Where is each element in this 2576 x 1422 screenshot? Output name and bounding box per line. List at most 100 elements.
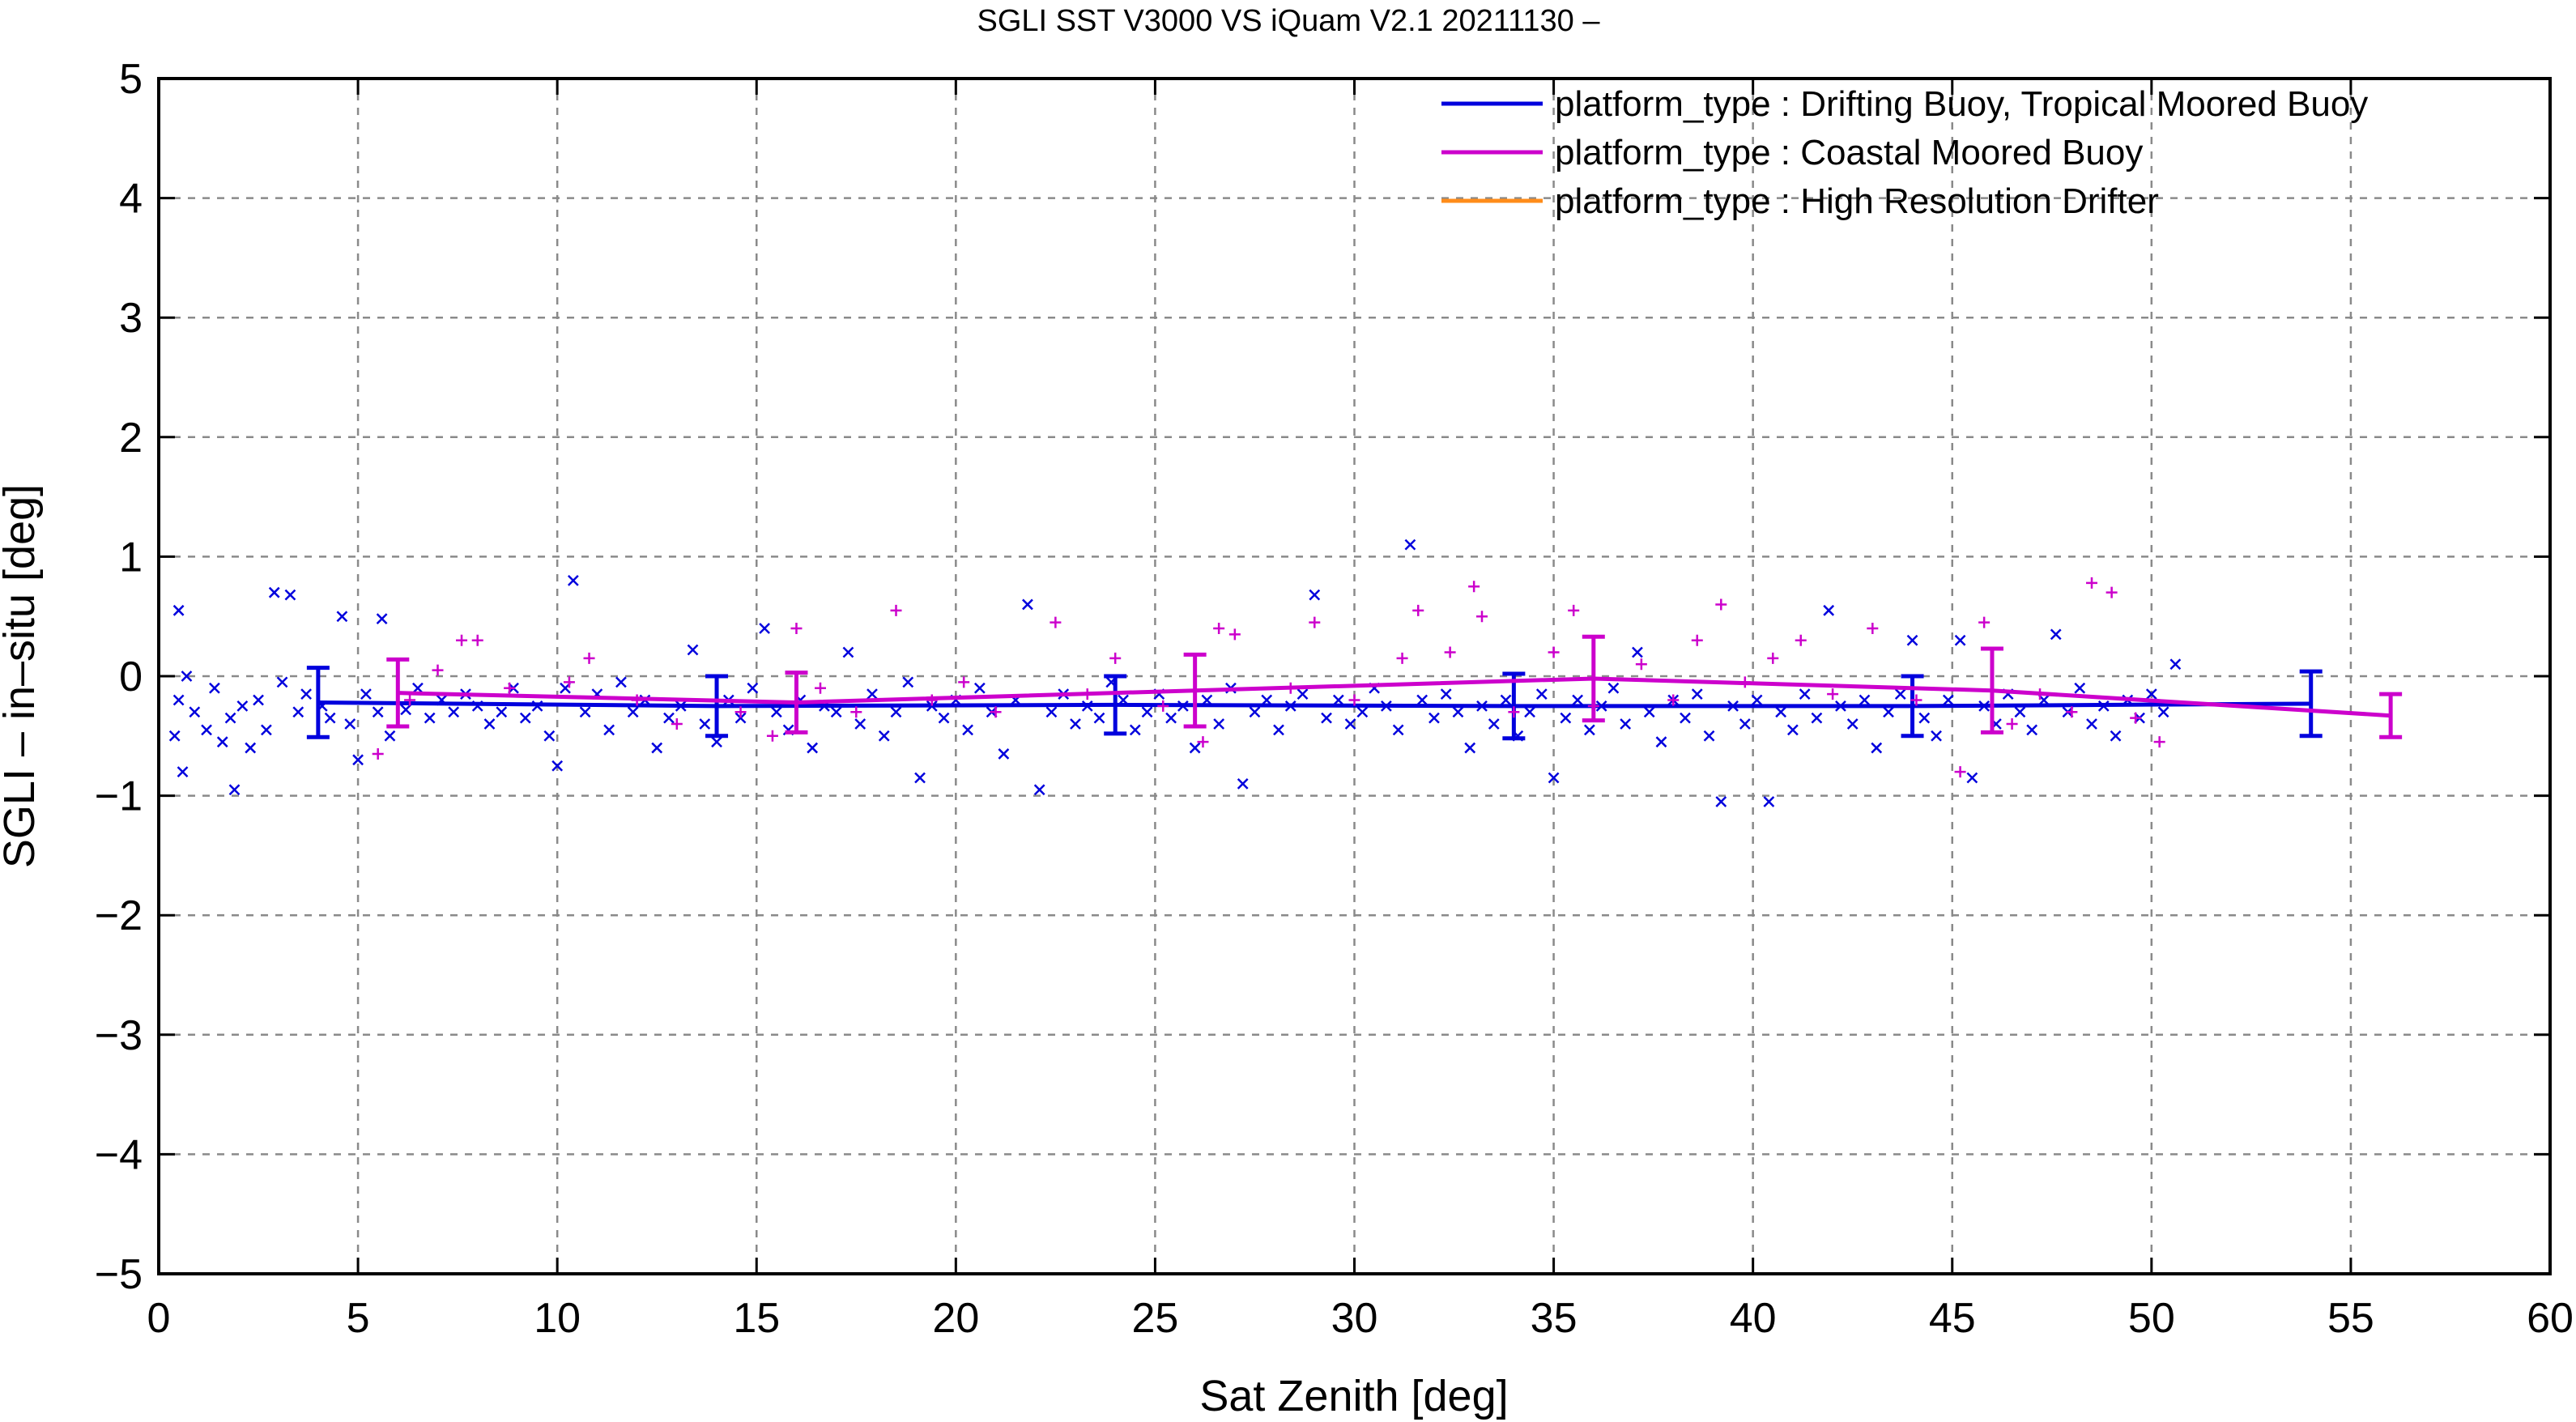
y-tick-label: −5 [95, 1251, 143, 1298]
data-point [551, 760, 564, 772]
data-point [603, 724, 615, 736]
data-point [245, 742, 257, 754]
legend-entry: platform_type : Drifting Buoy, Tropical … [1441, 84, 2368, 124]
data-point [1827, 688, 1839, 700]
data-point [1795, 634, 1807, 646]
data-point [958, 676, 970, 688]
data-point [1093, 712, 1105, 724]
mean-line [317, 700, 2311, 709]
data-point [1356, 706, 1369, 718]
data-point [1524, 706, 1535, 718]
data-point [1309, 589, 1321, 601]
data-point [432, 664, 444, 676]
data-point [1978, 616, 1991, 628]
data-point [854, 718, 866, 730]
data-point [1348, 694, 1360, 706]
data-point [1691, 688, 1703, 700]
data-point [1560, 712, 1572, 724]
data-point [1942, 694, 1954, 706]
data-point [504, 682, 516, 694]
data-point [1332, 694, 1344, 706]
data-point [1022, 598, 1033, 611]
data-point [172, 604, 185, 616]
data-point [2110, 730, 2122, 742]
legend-label: platform_type : Coastal Moored Buoy [1555, 133, 2143, 172]
y-tick-label: −4 [95, 1131, 143, 1178]
data-point [563, 676, 575, 688]
data-point [1309, 616, 1321, 628]
error-bar [1104, 674, 1127, 736]
data-point [2074, 682, 2086, 694]
data-point [1548, 646, 1560, 658]
data-point [830, 706, 842, 718]
data-point [276, 676, 288, 688]
x-tick-label: 35 [1531, 1295, 1578, 1342]
data-point [1954, 766, 1966, 778]
error-bar [785, 671, 808, 734]
data-point [1799, 688, 1811, 700]
data-point [1568, 604, 1580, 616]
data-point [687, 644, 699, 656]
legend: platform_type : Drifting Buoy, Tropical … [1441, 84, 2368, 221]
data-point [1444, 646, 1456, 658]
data-point [1918, 712, 1931, 724]
data-point [1751, 694, 1763, 706]
data-point [2026, 724, 2038, 736]
data-point [400, 704, 412, 716]
data-point [2169, 658, 2182, 671]
data-point [938, 712, 950, 724]
error-bar [705, 674, 729, 739]
data-point [1811, 712, 1823, 724]
data-point [1775, 706, 1787, 718]
data-point [2050, 628, 2062, 641]
data-point [815, 682, 826, 694]
x-tick-label: 0 [147, 1295, 171, 1342]
data-point [372, 706, 384, 718]
data-point [1070, 718, 1081, 730]
data-point [1392, 724, 1404, 736]
error-bar [1582, 634, 1605, 723]
data-point [1045, 706, 1058, 718]
data-point [1050, 616, 1062, 628]
data-point [1344, 718, 1356, 730]
data-point [168, 730, 181, 742]
data-point [1859, 694, 1871, 706]
data-point [1635, 658, 1647, 671]
data-point [384, 730, 396, 742]
chart-title: SGLI SST V3000 VS iQuam V2.1 20211130 – [977, 4, 1601, 38]
data-point [579, 706, 591, 718]
data-point [1396, 652, 1408, 664]
data-point [2066, 706, 2078, 718]
y-tick-label: 0 [119, 654, 143, 700]
data-point [2145, 688, 2157, 700]
x-tick-label: 55 [2327, 1295, 2374, 1342]
data-point [567, 575, 579, 586]
data-point [1157, 700, 1169, 712]
x-tick-label: 45 [1929, 1295, 1976, 1342]
data-point [1867, 622, 1879, 634]
x-tick-label: 10 [534, 1295, 581, 1342]
data-point [1739, 718, 1751, 730]
y-tick-label: −2 [95, 892, 143, 939]
grid-layer [159, 79, 2550, 1274]
x-tick-label: 20 [932, 1295, 979, 1342]
data-point [1931, 730, 1942, 742]
data-point [671, 718, 683, 730]
data-point [1416, 694, 1429, 706]
data-point [1871, 742, 1883, 754]
data-point [842, 646, 854, 658]
data-point [583, 652, 595, 664]
data-point [1894, 688, 1906, 700]
error-bar [386, 657, 410, 729]
data-point [1703, 730, 1715, 742]
legend-label: platform_type : High Resolution Drifter [1555, 181, 2159, 221]
data-point [973, 682, 986, 694]
data-point [181, 671, 193, 682]
data-point [663, 712, 675, 724]
x-tick-label: 40 [1730, 1295, 1777, 1342]
series-1 [372, 577, 2403, 778]
data-point [998, 748, 1010, 760]
data-point [1249, 706, 1261, 718]
data-point [1846, 718, 1859, 730]
data-point [2086, 577, 2098, 589]
